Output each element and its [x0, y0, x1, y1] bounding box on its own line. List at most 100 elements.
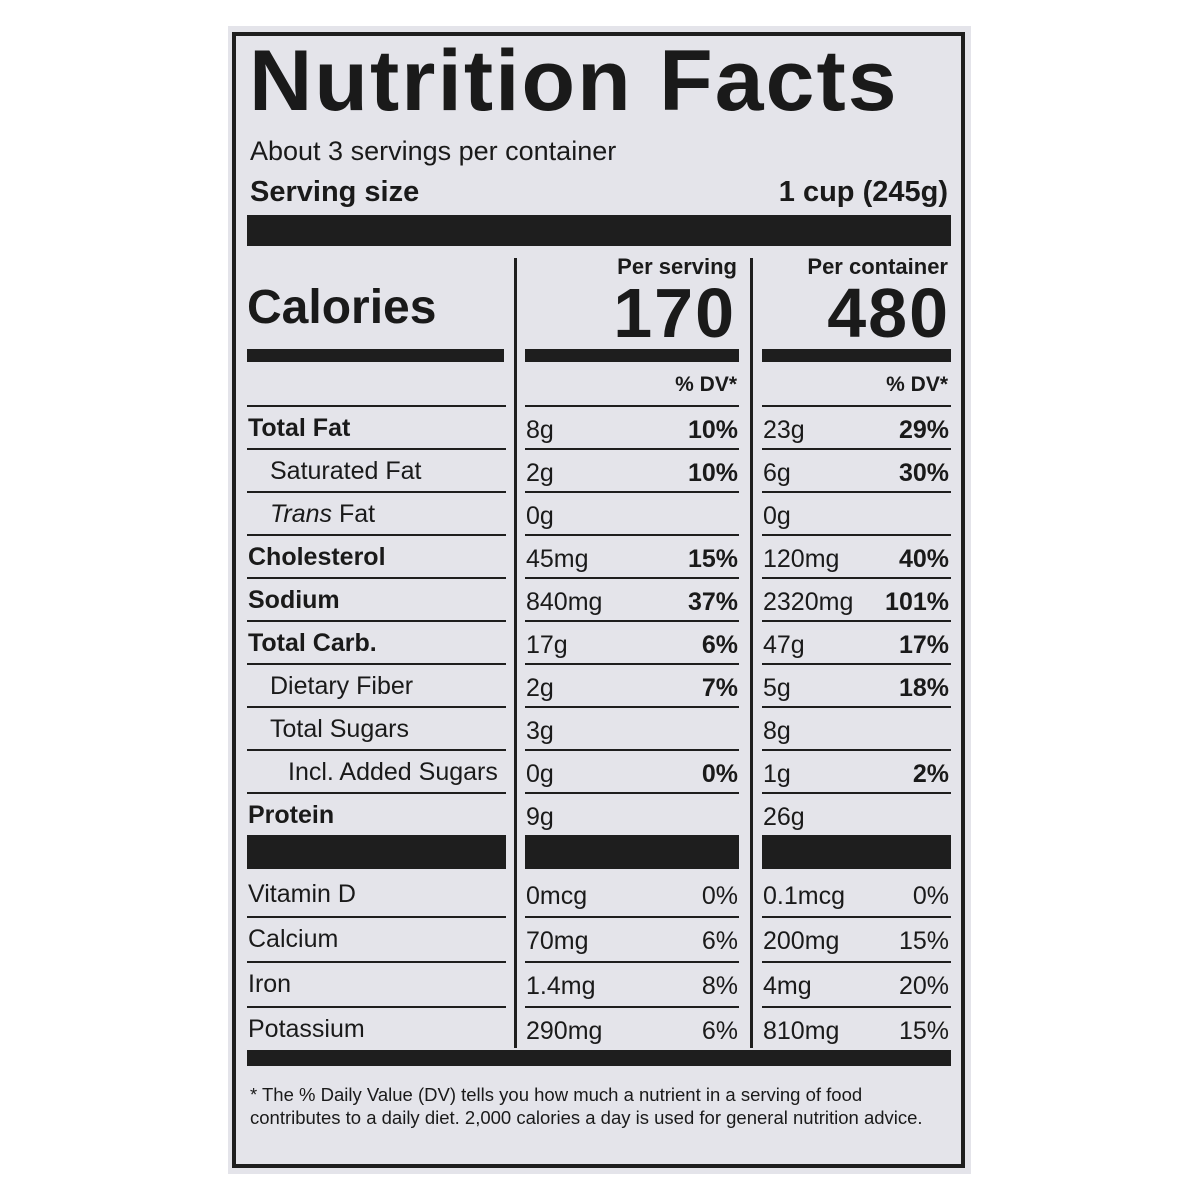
serving-amount: 8g [526, 416, 554, 444]
row-divider [762, 749, 951, 751]
nutrient-row: Saturated Fat 2g 10% 6g 30% [0, 451, 1200, 493]
nutrient-label: Total Fat [248, 414, 351, 442]
container-amount: 26g [763, 803, 805, 831]
row-divider [525, 577, 739, 579]
nutrient-row: Dietary Fiber 2g 7% 5g 18% [0, 666, 1200, 708]
container-amount: 200mg [763, 927, 840, 955]
row-divider [762, 405, 951, 407]
nutrient-label: Protein [248, 801, 335, 829]
row-divider [762, 577, 951, 579]
row-divider [247, 706, 506, 708]
nutrient-row: Protein 9g 26g [0, 795, 1200, 837]
nutrient-label: Saturated Fat [270, 457, 422, 485]
calories-per-serving: 170 [613, 274, 736, 352]
serving-dv: 0% [701, 882, 738, 910]
vitamin-row: Vitamin D 0mcg 0% 0.1mcg 0% [0, 874, 1200, 916]
container-dv: 2% [912, 760, 949, 788]
serving-amount: 2g [526, 674, 554, 702]
row-divider [247, 491, 506, 493]
container-amount: 2320mg [763, 588, 854, 616]
nutrient-label: Incl. Added Sugars [288, 758, 498, 786]
row-divider [525, 491, 739, 493]
vitamin-label: Vitamin D [248, 880, 356, 908]
serving-amount: 9g [526, 803, 554, 831]
serving-amount: 3g [526, 717, 554, 745]
serving-dv: 37% [687, 588, 738, 616]
vitamin-divider-label [247, 835, 506, 869]
serving-amount: 1.4mg [526, 972, 596, 1000]
servings-per-container: About 3 servings per container [250, 136, 617, 166]
row-divider [762, 448, 951, 450]
row-divider [247, 663, 506, 665]
row-divider [247, 916, 506, 918]
dv-header-serving: % DV* [675, 373, 737, 396]
container-dv: 18% [898, 674, 949, 702]
row-divider [525, 1006, 739, 1008]
serving-amount: 17g [526, 631, 568, 659]
vitamin-row: Calcium 70mg 6% 200mg 15% [0, 919, 1200, 961]
nutrient-row: Cholesterol 45mg 15% 120mg 40% [0, 537, 1200, 579]
container-amount: 4mg [763, 972, 812, 1000]
serving-dv: 6% [701, 927, 738, 955]
serving-amount: 45mg [526, 545, 589, 573]
row-divider [762, 620, 951, 622]
nutrient-label: Trans Fat [270, 500, 376, 528]
container-amount: 1g [763, 760, 791, 788]
vitamin-row: Potassium 290mg 6% 810mg 15% [0, 1009, 1200, 1051]
serving-dv: 10% [687, 416, 738, 444]
row-divider [762, 663, 951, 665]
row-divider [247, 534, 506, 536]
nutrient-label: Sodium [248, 586, 340, 614]
vitamin-divider-container [762, 835, 951, 869]
serving-dv: 7% [701, 674, 738, 702]
container-amount: 47g [763, 631, 805, 659]
row-divider [525, 663, 739, 665]
container-amount: 0g [763, 502, 791, 530]
serving-dv: 15% [687, 545, 738, 573]
serving-dv: 6% [701, 1017, 738, 1045]
serving-dv: 10% [687, 459, 738, 487]
serving-amount: 0mcg [526, 882, 588, 910]
row-divider [762, 1006, 951, 1008]
row-divider [247, 405, 506, 407]
row-divider [247, 792, 506, 794]
column-divider-2 [750, 258, 753, 1048]
row-divider [525, 961, 739, 963]
dv-header-container: % DV* [886, 373, 948, 396]
label-title: Nutrition Facts [249, 33, 899, 129]
row-divider [525, 448, 739, 450]
serving-amount: 70mg [526, 927, 589, 955]
nutrient-label: Cholesterol [248, 543, 386, 571]
row-divider [247, 1006, 506, 1008]
nutrient-label: Dietary Fiber [270, 672, 414, 700]
container-amount: 120mg [763, 545, 840, 573]
serving-amount: 840mg [526, 588, 603, 616]
row-divider [525, 405, 739, 407]
row-divider [762, 916, 951, 918]
serving-dv: 6% [701, 631, 738, 659]
container-amount: 0.1mcg [763, 882, 845, 910]
calories-per-container: 480 [827, 274, 950, 352]
serving-amount: 0g [526, 760, 554, 788]
thick-divider-top [247, 215, 951, 246]
serving-dv: 0% [701, 760, 738, 788]
container-dv: 15% [898, 927, 949, 955]
vitamin-divider-serving [525, 835, 739, 869]
container-dv: 101% [885, 588, 949, 616]
row-divider [762, 491, 951, 493]
nutrient-row: Sodium 840mg 37% 2320mg 101% [0, 580, 1200, 622]
container-dv: 0% [912, 882, 949, 910]
row-divider [525, 749, 739, 751]
row-divider [762, 534, 951, 536]
per-container-header: Per container [807, 254, 948, 279]
serving-amount: 290mg [526, 1017, 603, 1045]
nutrient-row: Total Fat 8g 10% 23g 29% [0, 408, 1200, 450]
vitamin-label: Iron [248, 970, 292, 998]
nutrient-row: Trans Fat 0g 0g [0, 494, 1200, 536]
vitamin-label: Calcium [248, 925, 339, 953]
serving-dv: 8% [701, 972, 738, 1000]
calories-divider-serving [525, 349, 739, 362]
container-amount: 5g [763, 674, 791, 702]
serving-amount: 0g [526, 502, 554, 530]
row-divider [525, 620, 739, 622]
